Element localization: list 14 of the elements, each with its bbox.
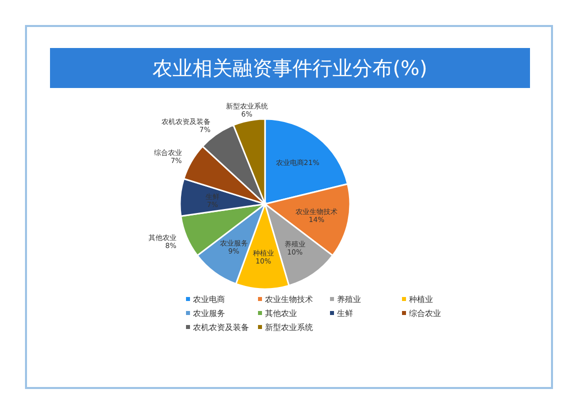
legend-label: 综合农业 <box>409 309 441 318</box>
legend-label: 生鲜 <box>337 309 353 318</box>
pie-slice <box>232 118 266 205</box>
pie-slice <box>264 118 348 205</box>
legend-label: 农业服务 <box>193 309 225 318</box>
legend-label: 新型农业系统 <box>265 323 313 332</box>
legend-label: 农业生物技术 <box>265 295 313 304</box>
legend-label: 其他农业 <box>265 309 297 318</box>
legend-label: 农业电商 <box>193 295 225 304</box>
chart-title: 农业相关融资事件行业分布(%) <box>152 56 428 80</box>
pie-slice <box>180 203 266 256</box>
legend-label: 种植业 <box>409 295 433 304</box>
legend-label: 养殖业 <box>337 295 361 304</box>
legend-label: 农机农资及装备 <box>193 323 249 332</box>
